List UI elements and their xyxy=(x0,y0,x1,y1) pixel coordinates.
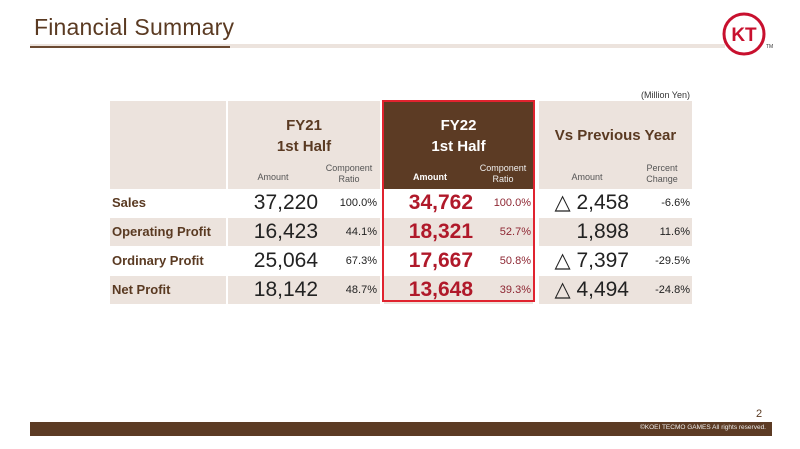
header-vs-amount: Amount xyxy=(571,172,603,182)
fy22-ratio: 100.0% xyxy=(493,197,531,209)
header-vs-title: Vs Previous Year xyxy=(554,127,677,144)
header-blank-cell xyxy=(110,101,226,189)
fy21-ratio: 67.3% xyxy=(345,255,377,267)
header-fy21-line1: FY21 xyxy=(286,117,322,134)
header-fy22-ratio: Component Ratio xyxy=(479,163,527,184)
header-vs-change: Percent Change xyxy=(646,163,678,184)
header-fy22-line2: 1st Half xyxy=(431,138,486,155)
fy22-ratio: 39.3% xyxy=(473,276,533,304)
vs-change: 11.6% xyxy=(629,218,692,246)
fy22-amount: 17,667 xyxy=(408,249,473,272)
header-vs-previous-year: Vs Previous Year Amount Percent Change xyxy=(539,101,692,189)
vs-amount: 1,898 xyxy=(539,218,629,246)
header-fy22-title: FY22 1st Half xyxy=(384,115,533,157)
header-fy21: FY21 1st Half Amount Component Ratio xyxy=(228,101,380,189)
vs-change: -29.5% xyxy=(655,255,690,267)
copyright-text: ©KOEI TECMO GAMES All rights reserved. xyxy=(639,424,766,431)
fy22-amount: 13,648 xyxy=(384,276,473,304)
vs-amount: △ 7,397 xyxy=(554,249,629,272)
title-underline xyxy=(30,44,725,48)
fy21-amount: 16,423 xyxy=(228,218,318,246)
row-label-operating-profit: Operating Profit xyxy=(110,218,226,246)
header-fy21-title: FY21 1st Half xyxy=(228,115,380,157)
vs-change: -6.6% xyxy=(661,197,690,209)
fy21-amount: 37,220 xyxy=(253,191,318,214)
fy21-ratio: 48.7% xyxy=(318,276,380,304)
row-label-sales: Sales xyxy=(112,195,146,210)
fy21-ratio: 100.0% xyxy=(339,197,377,209)
trademark-mark: TM xyxy=(766,44,774,50)
vs-change: -24.8% xyxy=(629,276,692,304)
footer-bar: ©KOEI TECMO GAMES All rights reserved. xyxy=(30,422,772,436)
fy21-ratio: 44.1% xyxy=(318,218,380,246)
fy22-amount: 34,762 xyxy=(408,191,473,214)
header-fy22: FY22 1st Half Amount Component Ratio xyxy=(384,101,533,189)
fy22-amount: 18,321 xyxy=(384,218,473,246)
page-title: Financial Summary xyxy=(34,14,235,40)
row-label-ordinary-profit: Ordinary Profit xyxy=(112,253,204,268)
header-fy22-line1: FY22 xyxy=(440,117,477,134)
vs-amount: △ 2,458 xyxy=(554,191,629,214)
header-fy21-ratio: Component Ratio xyxy=(325,163,373,184)
vs-amount: △ 4,494 xyxy=(539,276,629,304)
koei-tecmo-logo-icon: KT xyxy=(722,12,766,56)
row-label-net-profit: Net Profit xyxy=(110,276,226,304)
header-fy21-line2: 1st Half xyxy=(276,138,332,155)
logo-letters: KT xyxy=(731,25,757,46)
fy22-ratio: 50.8% xyxy=(499,255,531,267)
title-underline-accent xyxy=(30,46,230,48)
fy21-amount: 18,142 xyxy=(228,276,318,304)
header-fy22-amount: Amount xyxy=(413,172,447,182)
fy22-ratio: 52.7% xyxy=(473,218,533,246)
header-fy21-amount: Amount xyxy=(257,172,289,182)
unit-label: (Million Yen) xyxy=(640,90,690,100)
page-number: 2 xyxy=(756,408,763,420)
fy21-amount: 25,064 xyxy=(253,249,318,272)
